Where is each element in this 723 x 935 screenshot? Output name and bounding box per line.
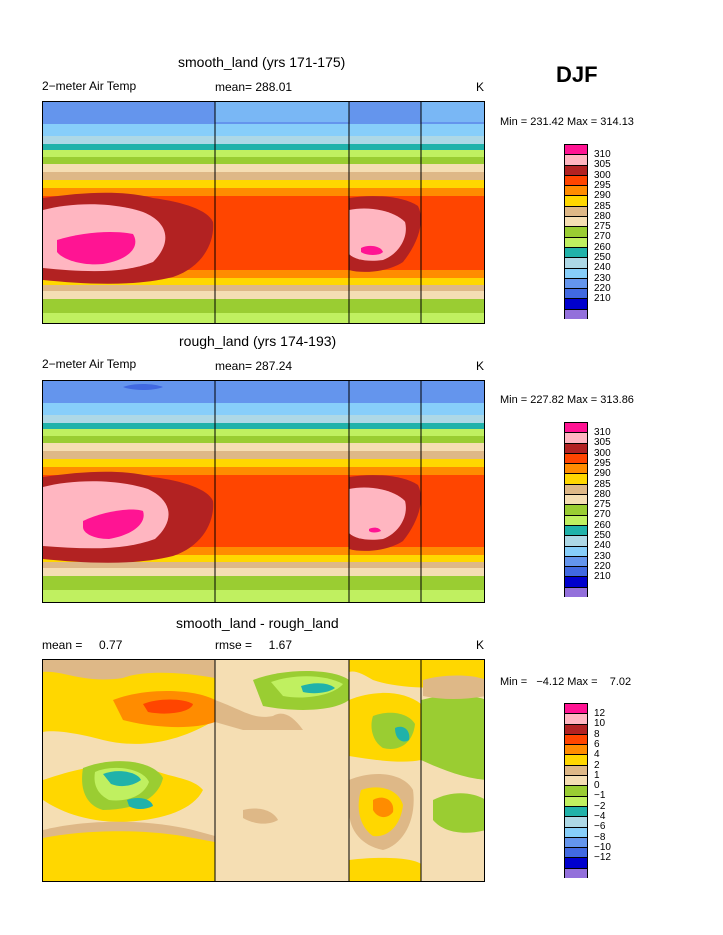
legend3-tick: −12	[594, 852, 611, 863]
legend2-tick: 260	[594, 520, 611, 531]
legend2-tick: 300	[594, 448, 611, 459]
legend3-tick: 0	[594, 780, 600, 791]
legend1-tick: 310	[594, 149, 611, 160]
legend3-tick: 6	[594, 739, 600, 750]
legend3-tick: −6	[594, 821, 606, 832]
legend2-tick: 270	[594, 509, 611, 520]
legend2-tick: 240	[594, 540, 611, 551]
legend3-tick: 2	[594, 760, 600, 771]
panel2-unit: K	[476, 359, 485, 373]
legend3-tick: 1	[594, 770, 600, 781]
panel2-mean-label: mean= 287.24	[215, 359, 293, 373]
legend3-tick: 12	[594, 708, 606, 719]
panel2-contour-svg	[43, 381, 484, 602]
legend1-tick: 305	[594, 159, 611, 170]
legend1-tick: 295	[594, 180, 611, 191]
legend2-tick: 210	[594, 571, 611, 582]
panel2-title: rough_land (yrs 174-193)	[179, 333, 337, 349]
panel1-left-label: 2−meter Air Temp	[42, 79, 137, 93]
legend2-tick: 250	[594, 530, 611, 541]
legend1-tick: 270	[594, 231, 611, 242]
legend3-tick: 10	[594, 718, 606, 729]
legend2-tick: 310	[594, 427, 611, 438]
legend1-tick: 275	[594, 221, 611, 232]
panel3-minmax: Min = −4.12 Max = 7.02	[500, 676, 632, 688]
panel3-map	[42, 659, 485, 882]
panel1-title: smooth_land (yrs 171-175)	[178, 54, 346, 70]
legend1-tick: 280	[594, 211, 611, 222]
panel2-left-label: 2−meter Air Temp	[42, 357, 137, 371]
panel2-map	[42, 380, 485, 603]
panel3-mean-label: mean = 0.77	[42, 638, 123, 652]
legend2-tick: 280	[594, 489, 611, 500]
legend3-tick: 4	[594, 749, 600, 760]
panel3-title: smooth_land - rough_land	[176, 615, 339, 631]
panel1-legend: 310 305 300 295 290 285 280 275 270 260 …	[564, 144, 611, 320]
legend2-tick: 230	[594, 551, 611, 562]
legend3-tick: 8	[594, 729, 600, 740]
legend2-tick: 305	[594, 437, 611, 448]
legend2-tick: 275	[594, 499, 611, 510]
legend1-tick: 250	[594, 252, 611, 263]
panel1-map	[42, 101, 485, 324]
legend1-tick: 220	[594, 283, 611, 294]
panel3-legend: 12 10 8 6 4 2 1 0 −1 −2 −4 −6 −8 −10 −12	[564, 703, 611, 879]
season-label: DJF	[556, 62, 598, 87]
legend1-tick: 285	[594, 201, 611, 212]
legend3-tick: −1	[594, 790, 606, 801]
panel3-unit: K	[476, 638, 485, 652]
panel2-legend: 310 305 300 295 290 285 280 275 270 260 …	[564, 422, 611, 598]
legend3-tick: −8	[594, 832, 606, 843]
legend2-tick: 220	[594, 561, 611, 572]
legend1-tick: 240	[594, 262, 611, 273]
panel3-rmse-label: rmse = 1.67	[215, 638, 293, 652]
panel3-contour-svg	[43, 660, 484, 881]
legend1-tick: 290	[594, 190, 611, 201]
legend3-tick: −2	[594, 801, 606, 812]
legend3-tick: −4	[594, 811, 606, 822]
legend1-tick: 260	[594, 242, 611, 253]
legend1-tick: 230	[594, 273, 611, 284]
panel1-contour-svg	[43, 102, 484, 323]
legend3-tick: −10	[594, 842, 611, 853]
legend2-tick: 285	[594, 479, 611, 490]
legend1-tick: 210	[594, 293, 611, 304]
legend1-tick: 300	[594, 170, 611, 181]
panel1-unit: K	[476, 80, 485, 94]
panel1-mean-label: mean= 288.01	[215, 80, 293, 94]
legend2-tick: 295	[594, 458, 611, 469]
panel2-minmax: Min = 227.82 Max = 313.86	[500, 394, 634, 406]
panel1-minmax: Min = 231.42 Max = 314.13	[500, 116, 634, 128]
legend2-tick: 290	[594, 468, 611, 479]
